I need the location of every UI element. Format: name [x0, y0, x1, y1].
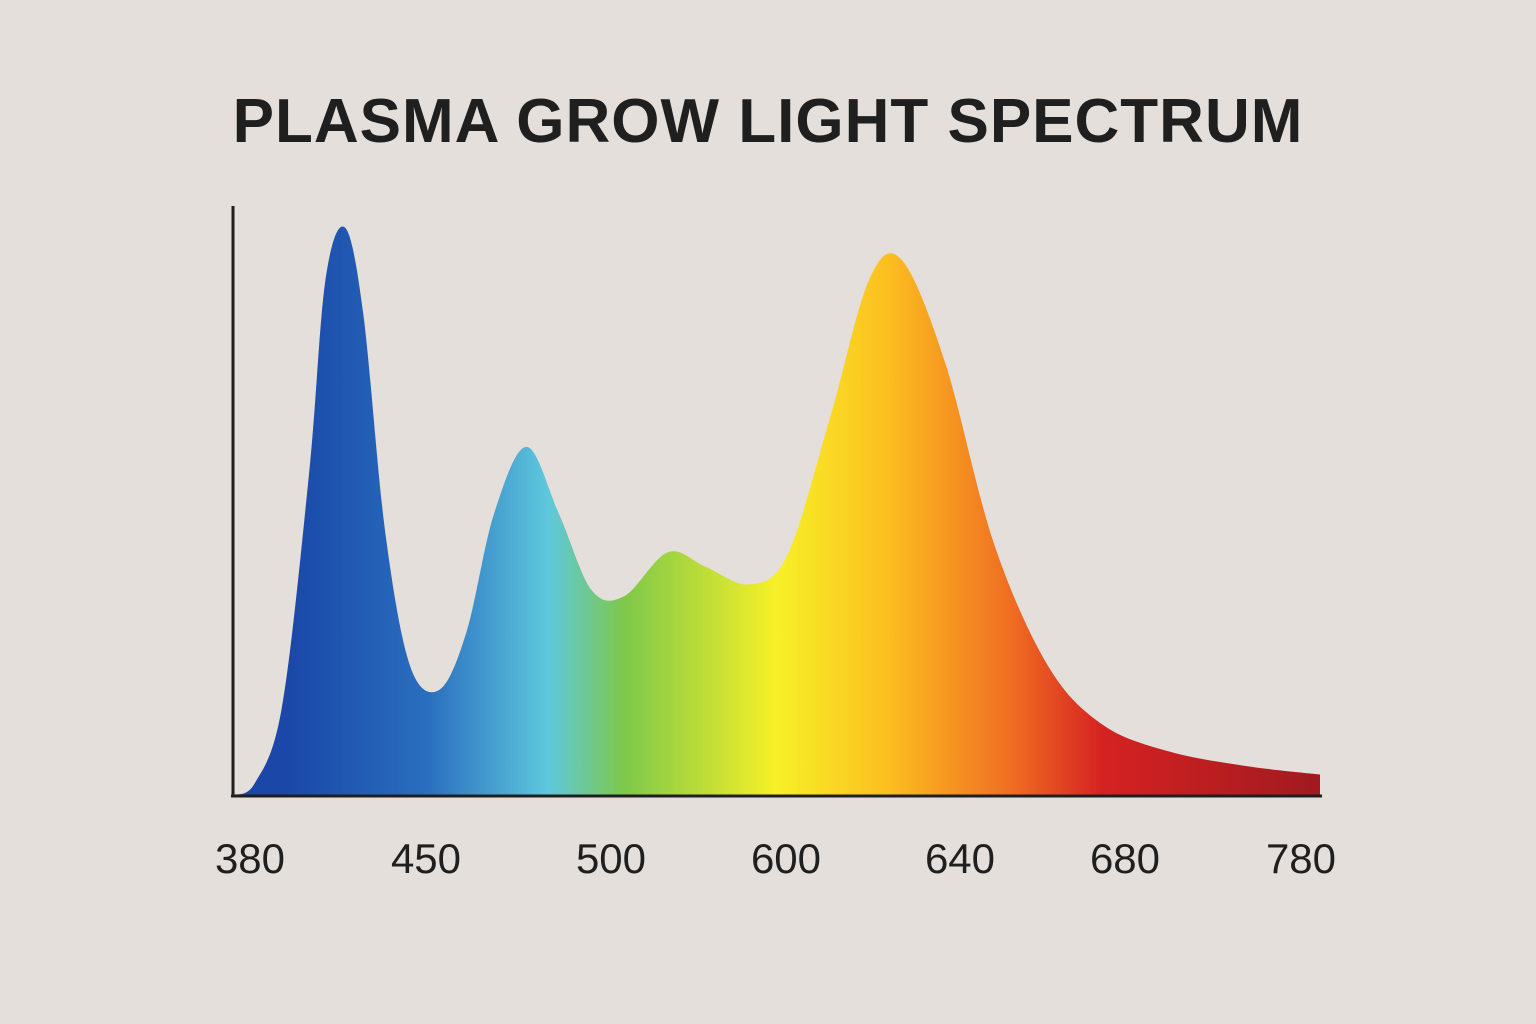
- x-tick-label-680: 680: [1090, 835, 1160, 882]
- x-tick-labels: 380 450 500 600 640 680 780: [215, 835, 1336, 882]
- x-tick-label-640: 640: [925, 835, 995, 882]
- x-tick-label-380: 380: [215, 835, 285, 882]
- x-tick-label-500: 500: [576, 835, 646, 882]
- spectrum-area: [233, 226, 1320, 796]
- chart-title: PLASMA GROW LIGHT SPECTRUM: [232, 87, 1304, 156]
- x-tick-label-780: 780: [1266, 835, 1336, 882]
- x-tick-label-600: 600: [751, 835, 821, 882]
- x-tick-label-450: 450: [391, 835, 461, 882]
